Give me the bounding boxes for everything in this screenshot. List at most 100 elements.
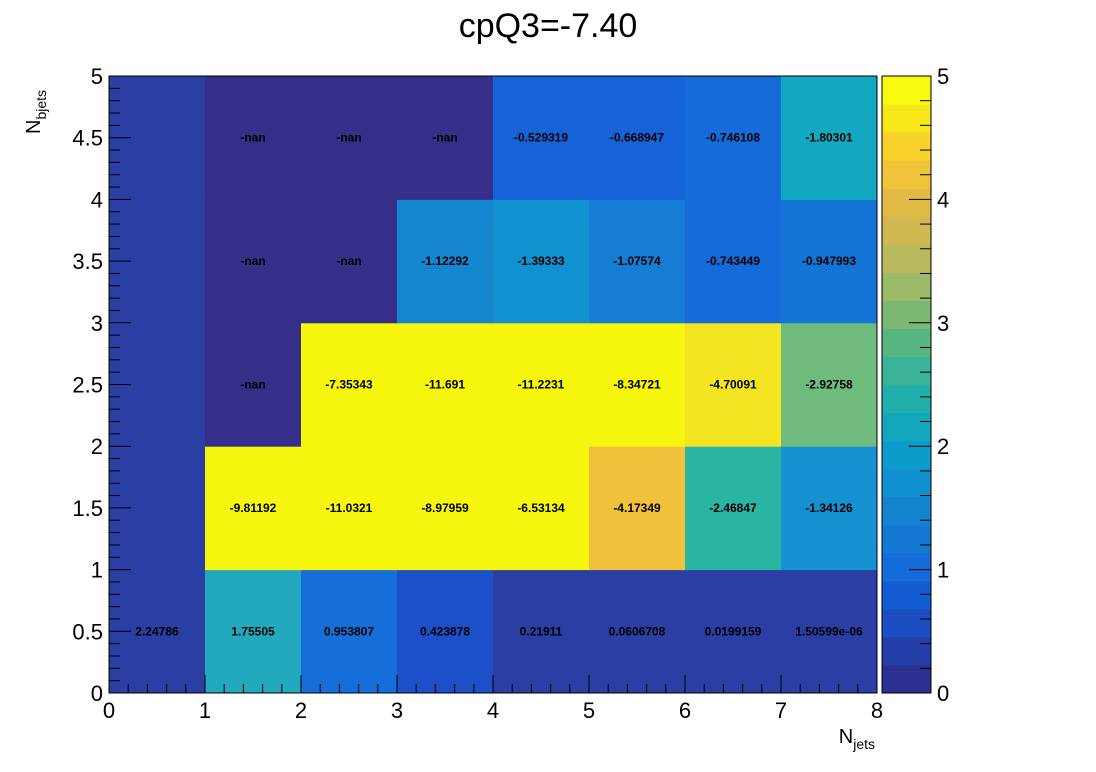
cell-value-label: -2.92758 bbox=[805, 378, 853, 392]
heatmap-cell bbox=[589, 569, 686, 694]
color-scale-band bbox=[882, 328, 931, 357]
heatmap-cell bbox=[685, 569, 782, 694]
color-scale-band bbox=[882, 132, 931, 161]
y-axis-label-main: N bbox=[23, 120, 45, 134]
cell-value-label: 0.0606708 bbox=[609, 624, 666, 638]
color-scale-band bbox=[882, 664, 931, 694]
heatmap-cell bbox=[301, 76, 398, 200]
heatmap-cell bbox=[589, 322, 686, 447]
cell-value-label: 2.24786 bbox=[135, 624, 179, 638]
heatmap-cell bbox=[493, 76, 590, 200]
cell-value-label: -0.746108 bbox=[706, 131, 760, 145]
color-scale-frame bbox=[881, 75, 932, 694]
heatmap-cell bbox=[205, 76, 302, 200]
color-scale-band bbox=[882, 356, 931, 385]
cell-value-label: -0.947993 bbox=[802, 254, 856, 268]
color-scale-band bbox=[882, 552, 931, 582]
y-tick-label: 0 bbox=[91, 681, 103, 706]
cell-value-label: -nan bbox=[240, 378, 265, 392]
cell-value-label: -11.0321 bbox=[326, 501, 373, 515]
x-tick-label: 7 bbox=[775, 698, 787, 723]
heatmap-cell bbox=[685, 199, 782, 324]
cell-value-label: -2.46847 bbox=[709, 501, 757, 515]
heatmap-cell bbox=[301, 569, 398, 694]
cell-value-label: -0.668947 bbox=[610, 131, 664, 145]
x-tick-label: 6 bbox=[679, 698, 691, 723]
heatmap-cell bbox=[781, 199, 878, 324]
color-scale-band bbox=[882, 496, 931, 526]
cell-value-label: -nan bbox=[240, 131, 265, 145]
cell-value-label: -4.70091 bbox=[709, 378, 757, 392]
z-tick-label: 3 bbox=[937, 311, 949, 336]
cell-value-label: 0.953807 bbox=[324, 624, 374, 638]
heatmap-cell bbox=[589, 76, 686, 200]
x-axis-label-sub: jets bbox=[852, 736, 875, 752]
heatmap-cell bbox=[685, 76, 782, 200]
cell-value-label: -4.17349 bbox=[613, 501, 661, 515]
y-tick-label: 0.5 bbox=[72, 619, 103, 644]
heatmap-cell bbox=[781, 76, 878, 200]
x-tick-label: 5 bbox=[583, 698, 595, 723]
y-tick-label: 3 bbox=[91, 311, 103, 336]
color-scale-band bbox=[882, 104, 931, 133]
color-scale-band bbox=[882, 524, 931, 554]
heatmap-cell bbox=[781, 569, 878, 694]
cell-value-label: 0.0199159 bbox=[705, 624, 762, 638]
color-scale-band bbox=[882, 580, 931, 610]
x-tick-label: 4 bbox=[487, 698, 499, 723]
cell-value-label: -11.691 bbox=[425, 378, 465, 392]
cell-value-label: -8.97959 bbox=[421, 501, 469, 515]
cell-value-label: -nan bbox=[432, 131, 457, 145]
color-scale-band bbox=[882, 440, 931, 470]
heatmap-cell bbox=[589, 199, 686, 324]
color-scale-band bbox=[882, 636, 931, 666]
cell-value-label: 0.423878 bbox=[420, 624, 470, 638]
heatmap-cell bbox=[301, 199, 398, 324]
x-axis-label-main: N bbox=[839, 726, 853, 748]
x-tick-label: 0 bbox=[103, 698, 115, 723]
heatmap-cell bbox=[205, 322, 302, 447]
color-scale-band bbox=[882, 300, 931, 329]
heatmap-cell bbox=[685, 322, 782, 447]
color-scale-band bbox=[882, 76, 931, 105]
heatmap-cell bbox=[397, 322, 494, 447]
cell-value-label: -1.34126 bbox=[805, 501, 853, 515]
y-tick-label: 2.5 bbox=[72, 373, 103, 398]
y-axis: 0 0.5 1 1.5 2 2.5 3 3.5 4 4.5 5 bbox=[72, 64, 131, 706]
color-scale-band bbox=[882, 608, 931, 638]
cell-value-label: 0.21911 bbox=[520, 624, 563, 638]
y-axis-label: Nbjets bbox=[23, 90, 49, 134]
y-tick-label: 5 bbox=[91, 64, 103, 89]
cell-value-label: -0.529319 bbox=[514, 131, 568, 145]
y-tick-label: 1 bbox=[91, 558, 103, 583]
heatmap-cell bbox=[493, 322, 590, 447]
heatmap-cell bbox=[781, 446, 878, 571]
color-scale-band bbox=[882, 272, 931, 301]
y-axis-label-sub: bjets bbox=[33, 90, 49, 120]
heatmap-cell bbox=[397, 446, 494, 571]
color-scale-band bbox=[882, 188, 931, 217]
cell-value-label: -6.53134 bbox=[517, 501, 565, 515]
cell-value-label: 1.75505 bbox=[231, 624, 275, 638]
heatmap-cell bbox=[493, 569, 590, 694]
cell-value-label: -8.34721 bbox=[613, 378, 661, 392]
color-scale: 0 1 2 3 4 5 bbox=[881, 64, 949, 706]
x-axis-label: Njets bbox=[839, 726, 875, 752]
z-tick-label: 0 bbox=[937, 681, 949, 706]
heatmap-cell bbox=[205, 569, 302, 694]
color-scale-band bbox=[882, 468, 931, 498]
heatmap-cell bbox=[205, 446, 302, 571]
cell-value-label: -nan bbox=[336, 254, 361, 268]
x-tick-label: 8 bbox=[871, 698, 883, 723]
heatmap-cell bbox=[493, 199, 590, 324]
heatmap-cell bbox=[493, 446, 590, 571]
heatmap-cell bbox=[685, 446, 782, 571]
y-tick-label: 2 bbox=[91, 434, 103, 459]
cell-value-label: -9.81192 bbox=[230, 501, 277, 515]
cell-value-label: -nan bbox=[336, 131, 361, 145]
cell-value-label: -1.39333 bbox=[517, 254, 565, 268]
x-axis: 0 1 2 3 4 5 6 7 8 bbox=[103, 675, 883, 723]
x-tick-label: 2 bbox=[295, 698, 307, 723]
cell-value-label: -nan bbox=[240, 254, 265, 268]
